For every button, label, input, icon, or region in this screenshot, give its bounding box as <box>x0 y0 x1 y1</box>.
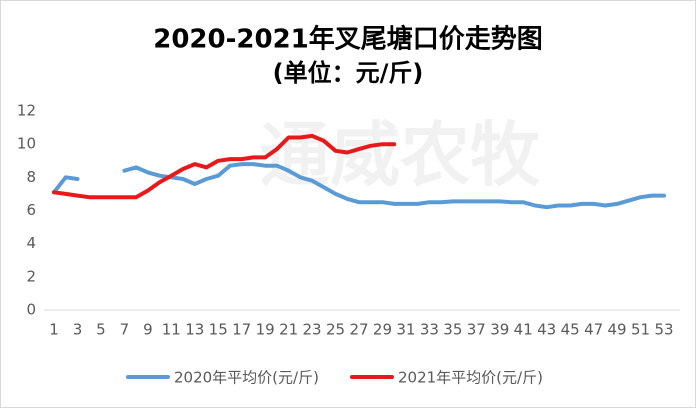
x-tick-label: 11 <box>162 321 181 339</box>
x-tick-label: 53 <box>654 321 673 339</box>
chart-subtitle: (单位：元/斤) <box>273 59 424 87</box>
x-tick-label: 17 <box>232 321 251 339</box>
x-tick-label: 49 <box>608 321 627 339</box>
x-tick-label: 47 <box>584 321 603 339</box>
x-tick-label: 27 <box>349 321 368 339</box>
y-tick-label: 12 <box>17 102 36 120</box>
x-tick-label: 43 <box>537 321 556 339</box>
series-line <box>52 162 666 210</box>
y-tick-label: 10 <box>17 135 36 153</box>
x-tick-label: 31 <box>396 321 415 339</box>
x-tick-label: 39 <box>490 321 509 339</box>
x-tick-label: 9 <box>143 321 153 339</box>
x-tick-label: 5 <box>96 321 106 339</box>
x-tick-label: 15 <box>209 321 228 339</box>
watermark: 通威农牧 <box>260 114 541 196</box>
x-tick-label: 1 <box>49 321 59 339</box>
x-tick-label: 3 <box>73 321 83 339</box>
x-tick-label: 21 <box>279 321 298 339</box>
x-tick-label: 29 <box>373 321 392 339</box>
y-tick-label: 6 <box>26 201 36 219</box>
x-tick-label: 35 <box>443 321 462 339</box>
y-tick-label: 8 <box>26 168 36 186</box>
x-tick-label: 33 <box>420 321 439 339</box>
y-tick-label: 0 <box>26 301 36 319</box>
x-tick-label: 41 <box>514 321 533 339</box>
x-tick-label: 7 <box>120 321 130 339</box>
x-tick-label: 51 <box>631 321 650 339</box>
x-tick-label: 23 <box>303 321 322 339</box>
chart-title: 2020-2021年叉尾塘口价走势图 <box>153 24 543 55</box>
x-tick-label: 13 <box>185 321 204 339</box>
y-tick-label: 4 <box>26 234 36 252</box>
legend-label: 2021年平均价(元/斤) <box>398 369 543 387</box>
x-tick-label: 37 <box>467 321 486 339</box>
x-tick-label: 25 <box>326 321 345 339</box>
y-tick-label: 2 <box>26 267 36 285</box>
x-tick-label: 19 <box>256 321 275 339</box>
legend-label: 2020年平均价(元/斤) <box>174 369 319 387</box>
series-line <box>52 133 397 200</box>
x-tick-label: 45 <box>561 321 580 339</box>
